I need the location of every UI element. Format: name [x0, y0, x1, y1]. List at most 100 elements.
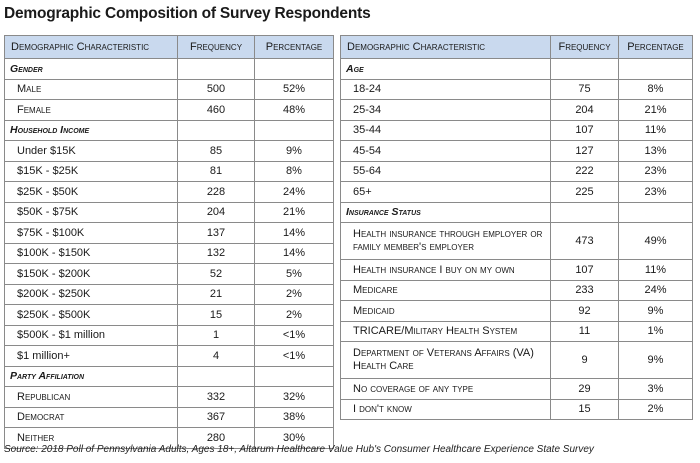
row-percentage: 11%	[618, 259, 693, 281]
row-percentage: 9%	[618, 341, 693, 379]
row-percentage: 24%	[254, 181, 334, 203]
row-label: Male	[4, 78, 178, 100]
row-frequency: 52	[177, 263, 255, 285]
row-label: Medicare	[340, 279, 551, 301]
table-row: $15K - $25K 81 8%	[4, 160, 334, 182]
row-percentage: 8%	[618, 78, 693, 100]
row-label: $150K - $200K	[4, 263, 178, 285]
table-row: $50K - $75K 204 21%	[4, 201, 334, 223]
row-percentage: <1%	[254, 324, 334, 346]
table-row: $100K - $150K 132 14%	[4, 242, 334, 264]
row-frequency: 367	[177, 406, 255, 428]
row-frequency: 11	[550, 320, 619, 342]
section-empty-cell	[254, 365, 334, 387]
row-percentage: 9%	[254, 140, 334, 162]
section-empty-cell	[618, 201, 693, 223]
table-row: Medicaid 92 9%	[340, 300, 693, 322]
table-row: 65+ 225 23%	[340, 181, 693, 203]
row-frequency: 137	[177, 222, 255, 244]
section-empty-cell	[618, 58, 693, 80]
row-percentage: 8%	[254, 160, 334, 182]
row-percentage: 5%	[254, 263, 334, 285]
table-row: 35-44 107 11%	[340, 119, 693, 141]
row-frequency: 228	[177, 181, 255, 203]
row-frequency: 85	[177, 140, 255, 162]
section-label-insurance: Insurance Status	[340, 201, 551, 223]
row-frequency: 107	[550, 259, 619, 281]
section-empty-cell	[254, 119, 334, 141]
row-frequency: 9	[550, 341, 619, 379]
row-percentage: 3%	[618, 378, 693, 400]
row-percentage: 2%	[254, 283, 334, 305]
row-frequency: 107	[550, 119, 619, 141]
row-frequency: 473	[550, 222, 619, 260]
section-label-income: Household Income	[4, 119, 178, 141]
row-label: $25K - $50K	[4, 181, 178, 203]
section-row-age: Age	[340, 58, 693, 80]
table-row: $500K - $1 million 1 <1%	[4, 324, 334, 346]
row-percentage: 52%	[254, 78, 334, 100]
row-frequency: 15	[550, 398, 619, 420]
row-frequency: 332	[177, 386, 255, 408]
row-label: Health insurance through employer or fam…	[340, 222, 551, 260]
table-row: Medicare 233 24%	[340, 279, 693, 301]
row-percentage: 24%	[618, 279, 693, 301]
table-row: 55-64 222 23%	[340, 160, 693, 182]
row-label: TRICARE/Military Health System	[340, 320, 551, 342]
table-row: $150K - $200K 52 5%	[4, 263, 334, 285]
row-label: No coverage of any type	[340, 378, 551, 400]
table-row: Health insurance through employer or fam…	[340, 222, 693, 260]
row-percentage: 23%	[618, 181, 693, 203]
row-percentage: 23%	[618, 160, 693, 182]
table-row: 25-34 204 21%	[340, 99, 693, 121]
row-label: I don't know	[340, 398, 551, 420]
header-characteristic: Demographic Characteristic	[340, 35, 551, 59]
row-percentage: <1%	[254, 345, 334, 367]
row-label: 55-64	[340, 160, 551, 182]
row-label: Neither	[4, 427, 178, 449]
row-frequency: 225	[550, 181, 619, 203]
table-row: 18-24 75 8%	[340, 78, 693, 100]
row-label: $50K - $75K	[4, 201, 178, 223]
row-percentage: 48%	[254, 99, 334, 121]
section-empty-cell	[177, 365, 255, 387]
row-frequency: 222	[550, 160, 619, 182]
section-row-party: Party Affiliation	[4, 365, 334, 387]
row-frequency: 15	[177, 304, 255, 326]
row-label: $250K - $500K	[4, 304, 178, 326]
row-percentage: 1%	[618, 320, 693, 342]
table-row: 45-54 127 13%	[340, 140, 693, 162]
right-demographics-table: Demographic Characteristic Frequency Per…	[340, 35, 693, 420]
row-percentage: 13%	[618, 140, 693, 162]
left-table-body: Gender Male 500 52% Female 460 48% Household In…	[4, 58, 334, 449]
section-empty-cell	[177, 58, 255, 80]
table-row: $75K - $100K 137 14%	[4, 222, 334, 244]
section-label-party: Party Affiliation	[4, 365, 178, 387]
row-frequency: 1	[177, 324, 255, 346]
header-frequency: Frequency	[177, 35, 255, 59]
row-percentage: 9%	[618, 300, 693, 322]
row-frequency: 92	[550, 300, 619, 322]
table-row: Under $15K 85 9%	[4, 140, 334, 162]
row-percentage: 2%	[618, 398, 693, 420]
row-percentage: 14%	[254, 242, 334, 264]
table-row: Democrat 367 38%	[4, 406, 334, 428]
row-label: 35-44	[340, 119, 551, 141]
row-label: $15K - $25K	[4, 160, 178, 182]
row-label: Under $15K	[4, 140, 178, 162]
row-label: Republican	[4, 386, 178, 408]
section-empty-cell	[177, 119, 255, 141]
row-label: Health insurance I buy on my own	[340, 259, 551, 281]
row-percentage: 11%	[618, 119, 693, 141]
row-percentage: 21%	[254, 201, 334, 223]
row-frequency: 21	[177, 283, 255, 305]
section-row-insurance: Insurance Status	[340, 201, 693, 223]
row-frequency: 204	[177, 201, 255, 223]
row-label: 65+	[340, 181, 551, 203]
section-row-gender: Gender	[4, 58, 334, 80]
header-frequency: Frequency	[550, 35, 619, 59]
row-label: $200K - $250K	[4, 283, 178, 305]
row-label: $75K - $100K	[4, 222, 178, 244]
table-header-row: Demographic Characteristic Frequency Per…	[4, 35, 334, 59]
row-frequency: 127	[550, 140, 619, 162]
